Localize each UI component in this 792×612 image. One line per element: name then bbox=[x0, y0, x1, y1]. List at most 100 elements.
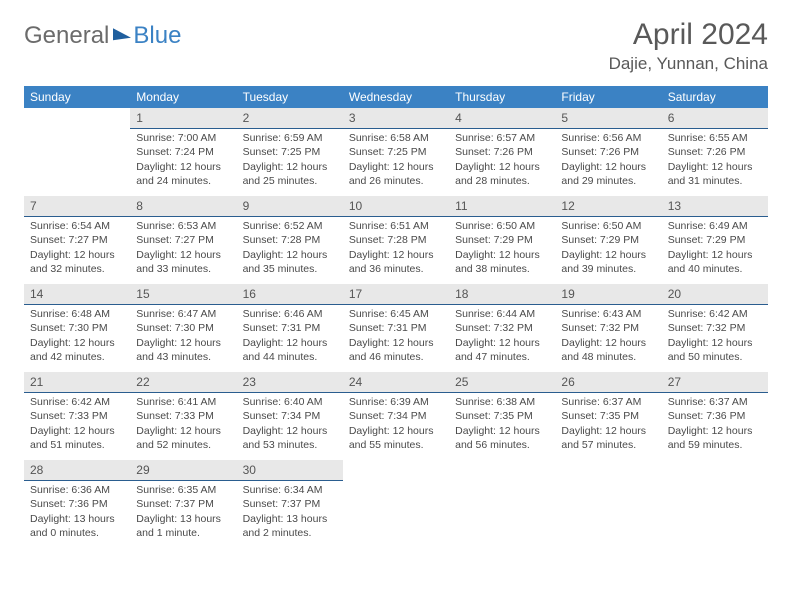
calendar-day-cell: 1Sunrise: 7:00 AMSunset: 7:24 PMDaylight… bbox=[130, 108, 236, 196]
sunrise-text: Sunrise: 6:45 AM bbox=[349, 307, 443, 321]
day-number: 27 bbox=[662, 372, 768, 393]
day-details: Sunrise: 6:52 AMSunset: 7:28 PMDaylight:… bbox=[237, 217, 343, 280]
sunrise-text: Sunrise: 7:00 AM bbox=[136, 131, 230, 145]
calendar-week-row: 1Sunrise: 7:00 AMSunset: 7:24 PMDaylight… bbox=[24, 108, 768, 196]
calendar-day-cell: 27Sunrise: 6:37 AMSunset: 7:36 PMDayligh… bbox=[662, 372, 768, 460]
calendar-table: SundayMondayTuesdayWednesdayThursdayFrid… bbox=[24, 86, 768, 548]
day-number bbox=[343, 460, 449, 464]
day-number: 24 bbox=[343, 372, 449, 393]
day-details: Sunrise: 6:37 AMSunset: 7:36 PMDaylight:… bbox=[662, 393, 768, 456]
day-number: 28 bbox=[24, 460, 130, 481]
daylight-text: Daylight: 12 hours and 50 minutes. bbox=[668, 336, 762, 364]
sunset-text: Sunset: 7:34 PM bbox=[243, 409, 337, 423]
daylight-text: Daylight: 12 hours and 43 minutes. bbox=[136, 336, 230, 364]
calendar-day-cell: 6Sunrise: 6:55 AMSunset: 7:26 PMDaylight… bbox=[662, 108, 768, 196]
calendar-day-cell: 24Sunrise: 6:39 AMSunset: 7:34 PMDayligh… bbox=[343, 372, 449, 460]
sunrise-text: Sunrise: 6:54 AM bbox=[30, 219, 124, 233]
day-number: 20 bbox=[662, 284, 768, 305]
day-details: Sunrise: 6:45 AMSunset: 7:31 PMDaylight:… bbox=[343, 305, 449, 368]
daylight-text: Daylight: 12 hours and 35 minutes. bbox=[243, 248, 337, 276]
calendar-day-cell: 2Sunrise: 6:59 AMSunset: 7:25 PMDaylight… bbox=[237, 108, 343, 196]
sunset-text: Sunset: 7:24 PM bbox=[136, 145, 230, 159]
day-details: Sunrise: 6:53 AMSunset: 7:27 PMDaylight:… bbox=[130, 217, 236, 280]
weekday-header: Wednesday bbox=[343, 86, 449, 108]
sunset-text: Sunset: 7:36 PM bbox=[30, 497, 124, 511]
daylight-text: Daylight: 12 hours and 31 minutes. bbox=[668, 160, 762, 188]
calendar-day-cell bbox=[343, 460, 449, 548]
sunrise-text: Sunrise: 6:59 AM bbox=[243, 131, 337, 145]
sunrise-text: Sunrise: 6:46 AM bbox=[243, 307, 337, 321]
calendar-day-cell: 22Sunrise: 6:41 AMSunset: 7:33 PMDayligh… bbox=[130, 372, 236, 460]
daylight-text: Daylight: 12 hours and 57 minutes. bbox=[561, 424, 655, 452]
day-number: 4 bbox=[449, 108, 555, 129]
day-number: 1 bbox=[130, 108, 236, 129]
title-block: April 2024 Dajie, Yunnan, China bbox=[609, 18, 768, 74]
day-details: Sunrise: 6:43 AMSunset: 7:32 PMDaylight:… bbox=[555, 305, 661, 368]
sunrise-text: Sunrise: 6:52 AM bbox=[243, 219, 337, 233]
daylight-text: Daylight: 12 hours and 44 minutes. bbox=[243, 336, 337, 364]
sunrise-text: Sunrise: 6:39 AM bbox=[349, 395, 443, 409]
day-details: Sunrise: 6:47 AMSunset: 7:30 PMDaylight:… bbox=[130, 305, 236, 368]
day-number bbox=[24, 108, 130, 112]
sunset-text: Sunset: 7:31 PM bbox=[243, 321, 337, 335]
logo-triangle-icon bbox=[113, 26, 131, 41]
sunrise-text: Sunrise: 6:36 AM bbox=[30, 483, 124, 497]
calendar-day-cell: 30Sunrise: 6:34 AMSunset: 7:37 PMDayligh… bbox=[237, 460, 343, 548]
day-details: Sunrise: 6:58 AMSunset: 7:25 PMDaylight:… bbox=[343, 129, 449, 192]
daylight-text: Daylight: 12 hours and 24 minutes. bbox=[136, 160, 230, 188]
calendar-day-cell bbox=[24, 108, 130, 196]
day-number: 8 bbox=[130, 196, 236, 217]
daylight-text: Daylight: 12 hours and 48 minutes. bbox=[561, 336, 655, 364]
calendar-day-cell: 18Sunrise: 6:44 AMSunset: 7:32 PMDayligh… bbox=[449, 284, 555, 372]
day-details: Sunrise: 7:00 AMSunset: 7:24 PMDaylight:… bbox=[130, 129, 236, 192]
sunset-text: Sunset: 7:26 PM bbox=[561, 145, 655, 159]
sunset-text: Sunset: 7:27 PM bbox=[30, 233, 124, 247]
day-details: Sunrise: 6:49 AMSunset: 7:29 PMDaylight:… bbox=[662, 217, 768, 280]
location-text: Dajie, Yunnan, China bbox=[609, 54, 768, 74]
sunset-text: Sunset: 7:37 PM bbox=[243, 497, 337, 511]
sunrise-text: Sunrise: 6:35 AM bbox=[136, 483, 230, 497]
calendar-day-cell: 17Sunrise: 6:45 AMSunset: 7:31 PMDayligh… bbox=[343, 284, 449, 372]
sunset-text: Sunset: 7:33 PM bbox=[136, 409, 230, 423]
calendar-week-row: 14Sunrise: 6:48 AMSunset: 7:30 PMDayligh… bbox=[24, 284, 768, 372]
day-number: 13 bbox=[662, 196, 768, 217]
sunset-text: Sunset: 7:25 PM bbox=[349, 145, 443, 159]
sunrise-text: Sunrise: 6:51 AM bbox=[349, 219, 443, 233]
calendar-day-cell: 25Sunrise: 6:38 AMSunset: 7:35 PMDayligh… bbox=[449, 372, 555, 460]
sunrise-text: Sunrise: 6:38 AM bbox=[455, 395, 549, 409]
day-details: Sunrise: 6:44 AMSunset: 7:32 PMDaylight:… bbox=[449, 305, 555, 368]
sunrise-text: Sunrise: 6:53 AM bbox=[136, 219, 230, 233]
calendar-day-cell: 20Sunrise: 6:42 AMSunset: 7:32 PMDayligh… bbox=[662, 284, 768, 372]
page-title: April 2024 bbox=[609, 18, 768, 52]
day-details: Sunrise: 6:37 AMSunset: 7:35 PMDaylight:… bbox=[555, 393, 661, 456]
daylight-text: Daylight: 12 hours and 42 minutes. bbox=[30, 336, 124, 364]
calendar-day-cell: 8Sunrise: 6:53 AMSunset: 7:27 PMDaylight… bbox=[130, 196, 236, 284]
calendar-day-cell: 9Sunrise: 6:52 AMSunset: 7:28 PMDaylight… bbox=[237, 196, 343, 284]
day-number: 21 bbox=[24, 372, 130, 393]
sunrise-text: Sunrise: 6:50 AM bbox=[561, 219, 655, 233]
day-details: Sunrise: 6:48 AMSunset: 7:30 PMDaylight:… bbox=[24, 305, 130, 368]
day-details: Sunrise: 6:59 AMSunset: 7:25 PMDaylight:… bbox=[237, 129, 343, 192]
day-number bbox=[449, 460, 555, 464]
day-details: Sunrise: 6:39 AMSunset: 7:34 PMDaylight:… bbox=[343, 393, 449, 456]
daylight-text: Daylight: 12 hours and 33 minutes. bbox=[136, 248, 230, 276]
sunrise-text: Sunrise: 6:37 AM bbox=[561, 395, 655, 409]
calendar-week-row: 28 Sunrise: 6:36 AMSunset: 7:36 PMDayligh… bbox=[24, 460, 768, 548]
sunrise-text: Sunrise: 6:58 AM bbox=[349, 131, 443, 145]
sunset-text: Sunset: 7:34 PM bbox=[349, 409, 443, 423]
sunset-text: Sunset: 7:29 PM bbox=[668, 233, 762, 247]
calendar-day-cell: 16Sunrise: 6:46 AMSunset: 7:31 PMDayligh… bbox=[237, 284, 343, 372]
sunset-text: Sunset: 7:29 PM bbox=[561, 233, 655, 247]
calendar-day-cell bbox=[449, 460, 555, 548]
calendar-day-cell: 21Sunrise: 6:42 AMSunset: 7:33 PMDayligh… bbox=[24, 372, 130, 460]
sunrise-text: Sunrise: 6:49 AM bbox=[668, 219, 762, 233]
daylight-text: Daylight: 12 hours and 38 minutes. bbox=[455, 248, 549, 276]
sunrise-text: Sunrise: 6:42 AM bbox=[668, 307, 762, 321]
daylight-text: Daylight: 13 hours and 0 minutes. bbox=[30, 512, 124, 540]
sunset-text: Sunset: 7:33 PM bbox=[30, 409, 124, 423]
sunrise-text: Sunrise: 6:56 AM bbox=[561, 131, 655, 145]
daylight-text: Daylight: 12 hours and 51 minutes. bbox=[30, 424, 124, 452]
daylight-text: Daylight: 12 hours and 25 minutes. bbox=[243, 160, 337, 188]
day-details: Sunrise: 6:50 AMSunset: 7:29 PMDaylight:… bbox=[555, 217, 661, 280]
daylight-text: Daylight: 12 hours and 52 minutes. bbox=[136, 424, 230, 452]
